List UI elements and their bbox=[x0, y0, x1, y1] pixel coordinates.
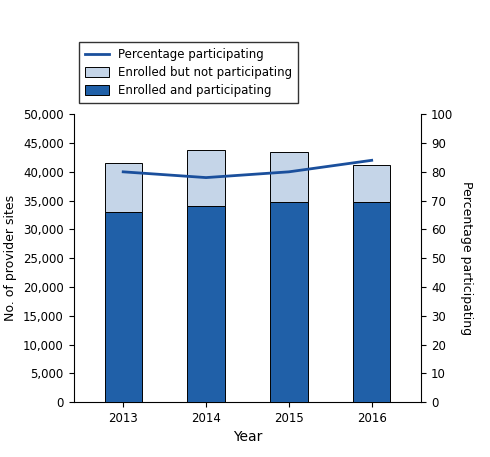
Bar bbox=[353, 165, 391, 202]
Percentage participating bbox=[286, 169, 292, 175]
Bar bbox=[104, 212, 142, 402]
Legend: Percentage participating, Enrolled but not participating, Enrolled and participa: Percentage participating, Enrolled but n… bbox=[79, 43, 298, 102]
Percentage participating bbox=[120, 169, 126, 175]
Bar bbox=[187, 207, 225, 402]
Bar bbox=[270, 202, 308, 402]
Bar bbox=[270, 152, 308, 202]
Bar bbox=[104, 163, 142, 212]
Bar bbox=[353, 202, 391, 402]
Percentage participating bbox=[203, 175, 209, 181]
Line: Percentage participating: Percentage participating bbox=[123, 160, 372, 178]
Bar bbox=[187, 150, 225, 207]
Percentage participating bbox=[369, 158, 375, 163]
X-axis label: Year: Year bbox=[233, 430, 262, 445]
Y-axis label: Percentage participating: Percentage participating bbox=[460, 181, 473, 335]
Y-axis label: No. of provider sites: No. of provider sites bbox=[4, 195, 18, 321]
